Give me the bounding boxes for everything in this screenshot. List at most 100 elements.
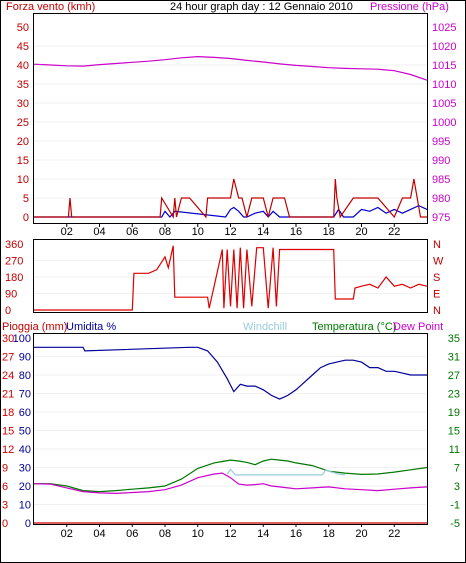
rain-tick-label: 27 [2,352,14,364]
x-tick-label: 02 [61,528,73,540]
temperature-tick-label: 35 [448,333,460,345]
chart-title: 24 hour graph day : 12 Gennaio 2010 [170,1,353,13]
humidity-tick-label: 100 [13,333,31,345]
temperature-tick-label: 15 [448,426,460,438]
temperature-tick-label: 23 [448,389,460,401]
rain-tick-label: 12 [2,444,14,456]
x-tick-label: 08 [159,528,171,540]
compass-tick-label: N [433,305,441,317]
wind-direction-line [34,245,428,311]
compass-tick-label: N [433,239,441,251]
rain-tick-label: 0 [2,518,8,530]
x-tick-label: 22 [388,528,400,540]
wind-tick-label: 5 [23,193,29,205]
humidity-tick-label: 0 [25,518,31,530]
pressure-tick-label: 985 [432,174,450,186]
temperature-tick-label: -1 [450,500,460,512]
rain-axis-title: Pioggia (mm) [2,321,67,333]
pressure-tick-label: 1010 [432,79,456,91]
humidity-tick-label: 60 [19,407,31,419]
gust-line [34,204,428,218]
wind-tick-label: 30 [17,98,29,110]
wind-tick-label: 20 [17,136,29,148]
humidity-tick-label: 10 [19,500,31,512]
windchill-line [226,468,346,476]
wind-tick-label: 25 [17,117,29,129]
pressure-tick-label: 1005 [432,98,456,110]
humidity-tick-label: 50 [19,426,31,438]
temperature-line [34,458,428,493]
compass-tick-label: W [433,256,444,268]
wind-axis-title: Forza vento (kmh) [6,1,95,13]
x-tick-label: 14 [257,528,269,540]
x-tick-label: 20 [355,226,367,238]
wind-tick-label: 40 [17,60,29,72]
pressure-tick-label: 1000 [432,117,456,129]
x-tick-label: 18 [323,226,335,238]
x-tick-label: 08 [159,226,171,238]
temperature-tick-label: 7 [454,463,460,475]
pressure-axis-title: Pressione (hPa) [370,1,449,13]
rain-tick-label: 21 [2,389,14,401]
x-tick-label: 18 [323,528,335,540]
humidity-axis-title: Umidita % [66,321,116,333]
temperature-tick-label: 19 [448,407,460,419]
rain-tick-label: 24 [2,370,14,382]
x-tick-label: 06 [126,226,138,238]
rain-tick-label: 15 [2,426,14,438]
x-tick-label: 16 [290,528,302,540]
dewpoint-line [33,472,428,495]
rain-tick-label: 30 [2,333,14,345]
rain-tick-label: 18 [2,407,14,419]
direction-tick-label: 180 [5,272,23,284]
temperature-tick-label: 11 [449,444,460,456]
rain-tick-label: 3 [2,500,8,512]
x-tick-label: 20 [355,528,367,540]
pressure-tick-label: 1025 [432,22,456,34]
pressure-line [33,55,428,81]
wind-tick-label: 15 [17,155,29,167]
dewpoint-legend: Dew Point [393,321,443,333]
direction-tick-label: 360 [5,239,23,251]
x-tick-label: 14 [257,226,269,238]
x-tick-label: 06 [126,528,138,540]
humidity-temperature-plot [33,333,428,525]
pressure-tick-label: 990 [432,155,450,167]
pressure-tick-label: 980 [432,193,450,205]
x-tick-label: 12 [224,528,236,540]
pressure-tick-label: 975 [432,212,450,224]
x-tick-label: 02 [61,226,73,238]
direction-tick-label: 90 [5,289,17,301]
x-tick-label: 04 [93,226,105,238]
x-tick-label: 10 [192,226,204,238]
compass-tick-label: E [433,289,440,301]
x-tick-label: 10 [192,528,204,540]
x-tick-label: 04 [93,528,105,540]
pressure-tick-label: 995 [432,136,450,148]
rain-tick-label: 6 [2,481,8,493]
wind-tick-label: 0 [23,212,29,224]
humidity-tick-label: 20 [19,481,31,493]
x-tick-label: 12 [224,226,236,238]
compass-tick-label: S [433,272,440,284]
humidity-tick-label: 30 [19,463,31,475]
humidity-line [34,346,427,400]
wind-tick-label: 35 [17,79,29,91]
direction-tick-label: 270 [5,256,23,268]
pressure-tick-label: 1015 [432,60,456,72]
temperature-tick-label: 31 [448,352,460,364]
humidity-tick-label: 70 [19,389,31,401]
temperature-tick-label: -5 [450,518,460,530]
wind-pressure-plot [33,13,428,224]
x-tick-label: 16 [290,226,302,238]
temperature-axis-title: Temperatura (°C) [312,321,396,333]
humidity-tick-label: 40 [19,444,31,456]
direction-tick-label: 0 [5,305,11,317]
humidity-tick-label: 90 [19,352,31,364]
wind-tick-label: 10 [17,174,29,186]
temperature-tick-label: 3 [454,481,460,493]
x-tick-label: 22 [388,226,400,238]
humidity-tick-label: 80 [19,370,31,382]
temperature-tick-label: 27 [448,370,460,382]
